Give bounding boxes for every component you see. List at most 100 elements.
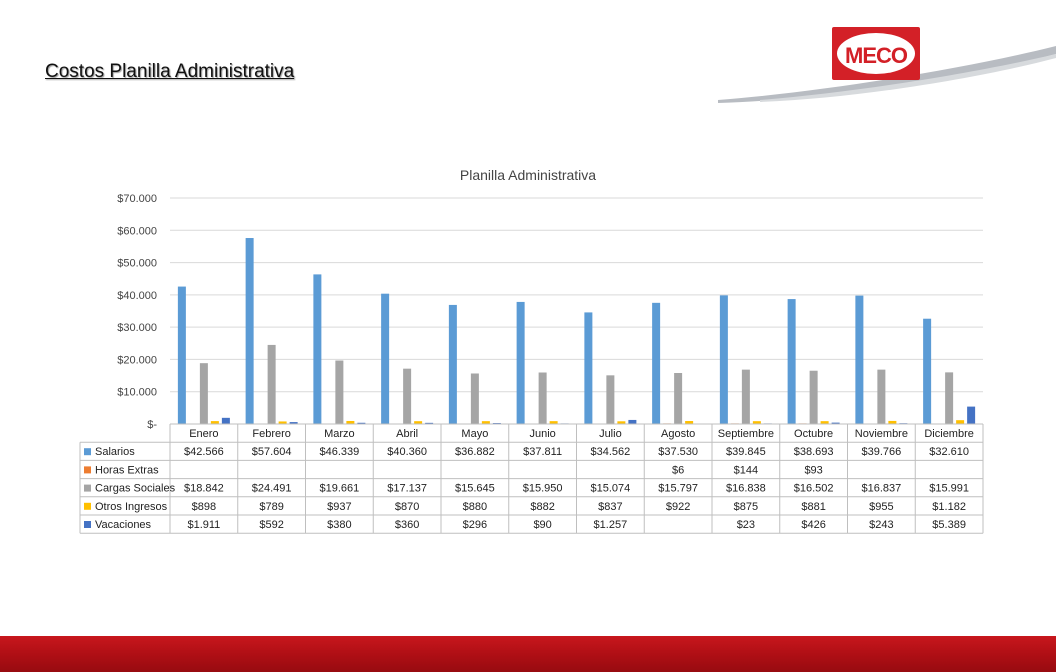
- bar-otros-ingresos: [752, 421, 761, 424]
- y-tick-label: $-: [147, 419, 157, 431]
- y-tick-label: $40.000: [117, 290, 157, 302]
- data-cell: $1.911: [187, 519, 220, 531]
- data-cell: $880: [463, 501, 487, 513]
- bar-salarios: [787, 299, 796, 424]
- bar-otros-ingresos: [888, 420, 897, 424]
- bar-cargas-sociales: [199, 363, 208, 424]
- data-cell: $15.991: [929, 483, 969, 495]
- category-label: Octubre: [794, 428, 833, 440]
- data-cell: $5.389: [932, 519, 966, 531]
- data-cell: $24.491: [252, 483, 292, 495]
- data-cell: $15.797: [658, 483, 698, 495]
- data-cell: $870: [395, 501, 419, 513]
- data-cell: $17.137: [387, 483, 427, 495]
- data-cell: $789: [259, 501, 283, 513]
- data-cell: $837: [598, 501, 622, 513]
- bar-vacaciones: [425, 422, 434, 424]
- data-cell: $90: [533, 519, 551, 531]
- legend-swatch: [84, 448, 91, 456]
- data-cell: $18.842: [184, 483, 224, 495]
- bar-otros-ingresos: [346, 420, 355, 424]
- data-cell: $296: [463, 519, 487, 531]
- data-cell: $955: [869, 501, 893, 513]
- data-cell: $19.661: [319, 483, 359, 495]
- data-cell: $93: [804, 464, 822, 476]
- category-label: Julio: [599, 428, 622, 440]
- data-cell: $881: [801, 501, 825, 513]
- bars-layer: [177, 238, 976, 424]
- bar-cargas-sociales: [877, 369, 886, 424]
- meco-logo: MECO: [832, 27, 920, 80]
- data-cell: $39.766: [861, 446, 901, 458]
- bar-cargas-sociales: [741, 369, 750, 424]
- slide-title: Costos Planilla Administrativa: [45, 61, 295, 82]
- legend-swatch: [84, 484, 91, 492]
- data-cell: $40.360: [387, 446, 427, 458]
- y-tick-label: $60.000: [117, 225, 157, 237]
- category-label: Marzo: [324, 428, 355, 440]
- y-tick-label: $30.000: [117, 322, 157, 334]
- bar-vacaciones: [221, 417, 230, 424]
- chart-title: Planilla Administrativa: [460, 167, 596, 183]
- bar-vacaciones: [967, 406, 976, 424]
- bar-otros-ingresos: [278, 421, 287, 424]
- data-cell: $57.604: [252, 446, 292, 458]
- bar-salarios: [245, 238, 254, 424]
- bar-otros-ingresos: [617, 421, 626, 424]
- logo-swoosh: [718, 46, 1056, 103]
- y-tick-label: $20.000: [117, 354, 157, 366]
- series-name: Cargas Sociales: [95, 483, 176, 495]
- bar-vacaciones: [357, 422, 366, 424]
- legend-swatch: [84, 466, 91, 474]
- bar-otros-ingresos: [956, 420, 965, 424]
- data-cell: $360: [395, 519, 419, 531]
- bar-salarios: [584, 312, 593, 424]
- bar-otros-ingresos: [685, 421, 694, 424]
- data-cell: $15.074: [590, 483, 630, 495]
- category-label: Diciembre: [924, 428, 974, 440]
- data-cell: $37.811: [523, 446, 562, 458]
- category-label: Junio: [529, 428, 555, 440]
- data-cell: $1.257: [594, 519, 628, 531]
- data-cell: $875: [734, 501, 758, 513]
- data-table: Enero Febrero Marzo Abril Mayo Junio Julio Agos…: [79, 423, 984, 534]
- data-cell: $36.882: [455, 446, 495, 458]
- category-label: Mayo: [461, 428, 488, 440]
- data-cell: $882: [530, 501, 554, 513]
- bar-salarios: [448, 304, 457, 424]
- y-tick-label: $50.000: [117, 258, 157, 270]
- bar-otros-ingresos: [414, 421, 423, 424]
- bar-vacaciones: [831, 422, 840, 424]
- data-cell: $15.645: [455, 483, 495, 495]
- data-cell: $16.838: [726, 483, 766, 495]
- bar-salarios: [177, 286, 186, 424]
- category-label: Enero: [189, 428, 218, 440]
- bar-cargas-sociales: [335, 360, 344, 424]
- bar-cargas-sociales: [403, 368, 412, 424]
- footer-band: [0, 636, 1056, 672]
- legend-swatch: [84, 521, 91, 528]
- data-cell: $15.950: [523, 483, 563, 495]
- category-label: Agosto: [661, 428, 695, 440]
- bar-otros-ingresos: [820, 421, 829, 424]
- data-cell: $426: [801, 519, 825, 531]
- bar-otros-ingresos: [549, 421, 558, 424]
- bar-vacaciones: [628, 419, 637, 424]
- data-cell: $37.530: [658, 446, 698, 458]
- data-cell: $38.693: [794, 446, 834, 458]
- series-name: Horas Extras: [95, 464, 159, 476]
- y-tick-label: $10.000: [117, 387, 157, 399]
- bar-salarios: [923, 318, 932, 424]
- data-cell: $32.610: [929, 446, 969, 458]
- data-cell: $34.562: [590, 446, 630, 458]
- category-label: Septiembre: [718, 428, 774, 440]
- bar-salarios: [516, 301, 525, 424]
- bar-salarios: [313, 274, 322, 424]
- bar-cargas-sociales: [606, 375, 615, 424]
- legend-swatch: [84, 502, 91, 510]
- data-cell: $23: [737, 519, 755, 531]
- data-cell: $16.502: [794, 483, 834, 495]
- data-cell: $243: [869, 519, 893, 531]
- data-cell: $39.845: [726, 446, 766, 458]
